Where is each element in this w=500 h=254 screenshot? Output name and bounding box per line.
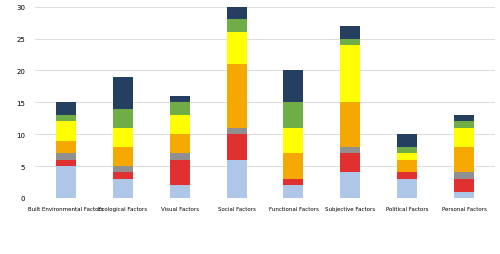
Bar [340,46,360,103]
Bar [284,154,304,179]
Bar [113,173,132,179]
Bar [340,103,360,147]
Bar [226,135,246,160]
Bar [454,116,474,122]
Bar [113,77,132,109]
Bar [113,128,132,147]
Bar [56,141,76,154]
Bar [170,97,190,103]
Bar [340,154,360,173]
Bar [113,109,132,128]
Bar [56,103,76,116]
Bar [226,20,246,33]
Bar [340,173,360,198]
Bar [454,128,474,147]
Bar [398,135,417,147]
Bar [56,160,76,166]
Bar [284,185,304,198]
Bar [56,116,76,122]
Bar [226,33,246,65]
Bar [226,65,246,128]
Bar [454,192,474,198]
Bar [454,179,474,192]
Bar [56,122,76,141]
Bar [170,154,190,160]
Bar [170,103,190,116]
Bar [56,154,76,160]
Bar [284,128,304,154]
Bar [398,147,417,154]
Bar [398,154,417,160]
Bar [170,160,190,185]
Bar [170,135,190,154]
Bar [113,179,132,198]
Bar [226,0,246,20]
Bar [398,173,417,179]
Bar [284,103,304,128]
Bar [398,160,417,173]
Bar [226,128,246,135]
Bar [226,160,246,198]
Bar [454,122,474,128]
Bar [170,185,190,198]
Bar [284,179,304,185]
Bar [398,179,417,198]
Bar [170,116,190,135]
Bar [454,173,474,179]
Bar [340,27,360,39]
Bar [454,147,474,173]
Bar [340,147,360,154]
Bar [340,39,360,46]
Bar [56,166,76,198]
Bar [284,71,304,103]
Bar [113,147,132,166]
Bar [113,166,132,173]
